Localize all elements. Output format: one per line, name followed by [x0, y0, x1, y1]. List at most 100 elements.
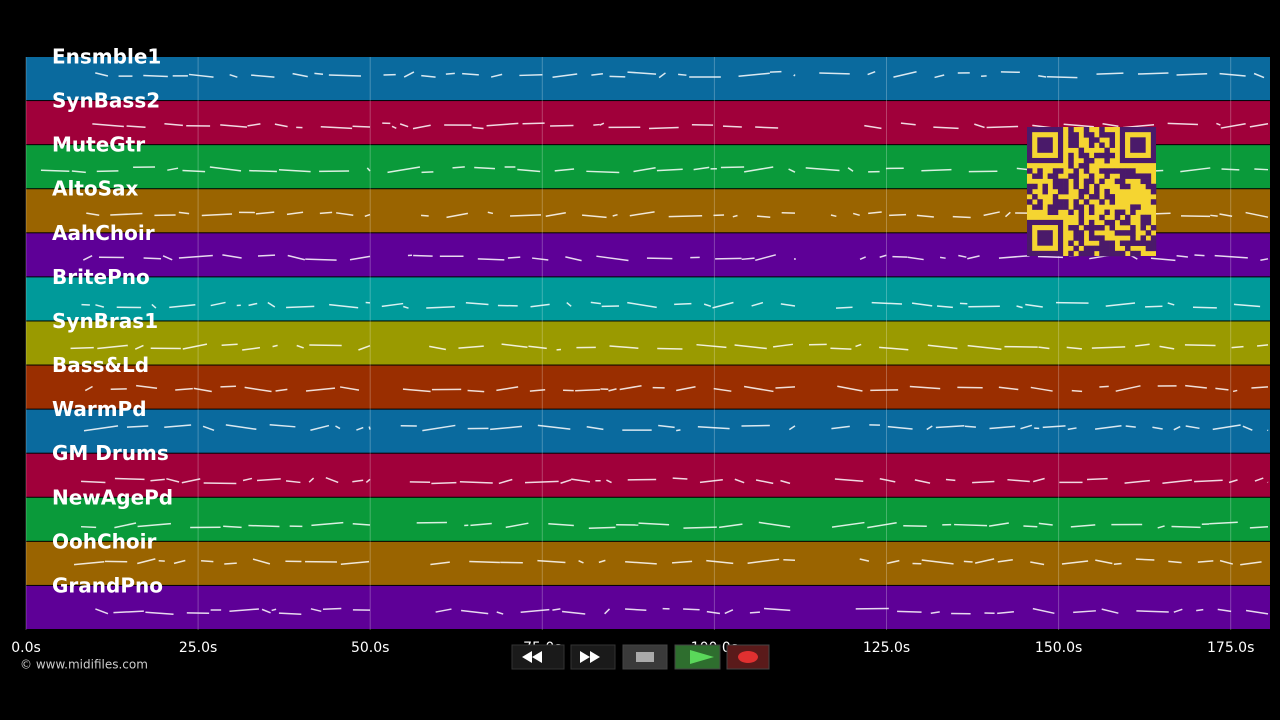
qr-cell [1104, 168, 1110, 174]
note [997, 611, 1014, 615]
note [529, 389, 546, 392]
qr-cell [1068, 163, 1074, 169]
track-label: SynBass2 [52, 89, 160, 113]
note [619, 385, 642, 391]
qr-cell [1099, 178, 1105, 185]
note [1113, 562, 1122, 565]
note [86, 212, 100, 217]
qr-cell [1145, 178, 1152, 185]
note [548, 523, 574, 527]
note [339, 386, 360, 391]
note [387, 166, 421, 174]
note [699, 478, 723, 484]
note [565, 256, 582, 262]
note [220, 385, 236, 388]
qr-cell [1078, 214, 1085, 221]
note [81, 480, 106, 484]
note [465, 302, 489, 306]
note [683, 526, 717, 529]
qr-cell [1150, 199, 1157, 205]
note [496, 611, 504, 615]
tick-label: 125.0s [863, 640, 910, 656]
play-button[interactable] [674, 644, 721, 670]
note [431, 481, 457, 485]
note [830, 347, 852, 350]
note [267, 301, 276, 308]
note [305, 387, 336, 392]
note [945, 478, 956, 482]
note [366, 167, 371, 172]
note [712, 301, 734, 309]
note [249, 169, 277, 173]
note [867, 522, 897, 529]
note [532, 257, 549, 261]
note [1176, 72, 1208, 76]
qr-cell [1047, 204, 1054, 210]
qr-cell [1052, 199, 1059, 205]
note [1061, 560, 1089, 565]
note [1253, 72, 1265, 79]
qr-cell [1119, 168, 1126, 174]
qr-cell [1104, 240, 1110, 246]
note [1228, 479, 1238, 484]
note [755, 479, 774, 485]
qr-cell [1083, 132, 1090, 138]
note [203, 482, 237, 485]
note [1135, 558, 1155, 561]
qr-cell [1073, 137, 1079, 143]
qr-cell [1073, 245, 1079, 252]
note [314, 72, 324, 75]
tick-label: 50.0s [351, 640, 389, 656]
note [930, 611, 940, 615]
qr-cell [1068, 209, 1074, 216]
note [1197, 560, 1214, 563]
transport-controls [511, 644, 770, 670]
note [95, 608, 109, 615]
qr-cell [1052, 183, 1059, 190]
note [1101, 608, 1119, 614]
qr-cell [1078, 209, 1085, 216]
record-button[interactable] [726, 644, 770, 670]
qr-cell [1104, 219, 1110, 226]
stop-button[interactable] [622, 644, 668, 670]
note [320, 126, 353, 130]
note [606, 479, 612, 484]
note [706, 610, 721, 615]
qr-cell [1094, 152, 1100, 159]
rewind-button[interactable] [511, 644, 565, 670]
qr-cell [1078, 250, 1085, 257]
note [678, 73, 687, 76]
qr-cell [1130, 168, 1136, 174]
note [788, 168, 796, 173]
qr-cell [1088, 173, 1095, 179]
note [625, 608, 647, 612]
note [166, 477, 180, 483]
note [1070, 524, 1096, 528]
note [964, 425, 976, 428]
qr-cell [1052, 178, 1059, 185]
note [921, 559, 954, 565]
qr-cell [1109, 245, 1116, 252]
note [734, 478, 745, 484]
note [137, 522, 172, 528]
note [586, 170, 620, 174]
note [528, 345, 547, 350]
note [340, 560, 370, 566]
note [251, 74, 275, 78]
qr-cell [1073, 132, 1079, 138]
qr-cell [1150, 240, 1157, 246]
note [658, 72, 666, 79]
qr-cell [1068, 173, 1074, 179]
qr-cell [1119, 240, 1126, 246]
note [274, 123, 288, 128]
qr-cell [1078, 194, 1085, 200]
note [672, 477, 688, 480]
qr-cell [1083, 199, 1090, 205]
qr-cell [1104, 250, 1110, 257]
note [222, 254, 242, 259]
qr-cell [1057, 204, 1064, 210]
note [364, 213, 371, 218]
note [674, 302, 692, 306]
note [164, 123, 183, 127]
forward-button[interactable] [570, 644, 616, 670]
